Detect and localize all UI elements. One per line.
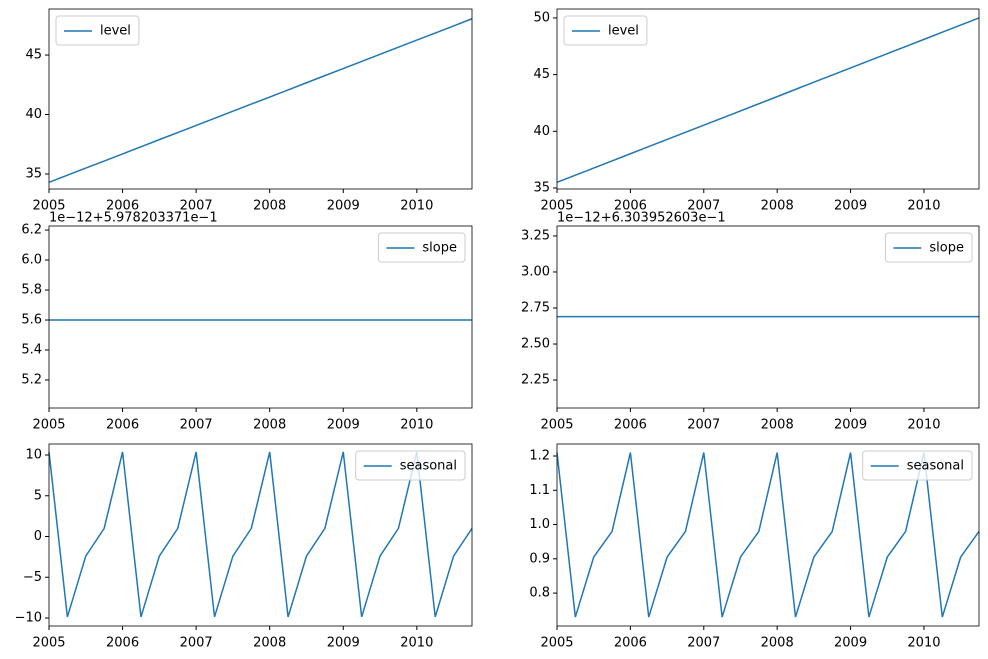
- x-tick-label: 2009: [834, 418, 867, 433]
- x-tick-label: 2010: [400, 418, 433, 433]
- y-tick-label: 40: [25, 107, 42, 122]
- legend-label: slope: [422, 241, 457, 256]
- offset-text: 1e−12+5.978203371e−1: [49, 211, 218, 226]
- y-tick-label: 2.75: [521, 300, 550, 315]
- x-tick-label: 2009: [327, 418, 360, 433]
- y-tick-label: 5: [34, 488, 42, 503]
- legend-box: [563, 15, 648, 46]
- series-line: [48, 451, 473, 618]
- y-tick-label: 5.2: [21, 372, 42, 387]
- axes-frame: [556, 443, 980, 627]
- x-tick-label: 2010: [907, 199, 940, 214]
- x-tick-label: 2009: [834, 636, 867, 651]
- x-tick-label: 2008: [253, 636, 286, 651]
- y-tick-label: 3.00: [521, 264, 550, 279]
- x-tick-label: 2010: [400, 199, 433, 214]
- x-tick-label: 2008: [253, 418, 286, 433]
- x-tick-label: 2007: [687, 199, 720, 214]
- x-tick-label: 2010: [907, 418, 940, 433]
- y-tick-label: −10: [15, 611, 42, 626]
- x-tick-label: 2007: [180, 636, 213, 651]
- y-tick-label: 6.0: [21, 253, 42, 268]
- x-tick-label: 2006: [614, 199, 647, 214]
- series-line: [48, 18, 473, 184]
- y-tick-label: 35: [533, 180, 550, 195]
- y-tick-label: 50: [533, 10, 550, 25]
- y-tick-label: 6.2: [21, 223, 42, 238]
- legend-label: slope: [929, 241, 964, 256]
- legend-box: [862, 450, 973, 481]
- y-tick-label: 2.25: [521, 373, 550, 388]
- y-tick-label: 5.6: [21, 312, 42, 327]
- x-tick-label: 2009: [834, 199, 867, 214]
- x-tick-label: 2007: [687, 418, 720, 433]
- y-tick-label: 35: [25, 167, 42, 182]
- x-tick-label: 2005: [32, 418, 65, 433]
- x-tick-label: 2005: [540, 636, 573, 651]
- y-tick-label: 3.25: [521, 228, 550, 243]
- legend-box: [377, 232, 466, 263]
- y-tick-label: −5: [23, 570, 42, 585]
- x-tick-label: 2006: [106, 636, 139, 651]
- series-line: [556, 17, 980, 184]
- axes-frame: [48, 443, 473, 627]
- x-tick-label: 2005: [540, 199, 573, 214]
- series-line: [556, 452, 980, 618]
- x-tick-label: 2009: [327, 199, 360, 214]
- x-tick-label: 2005: [540, 418, 573, 433]
- x-tick-label: 2008: [761, 636, 794, 651]
- axes-frame: [556, 8, 980, 190]
- x-tick-label: 2005: [32, 636, 65, 651]
- offset-text: 1e−12+6.303952603e−1: [557, 211, 726, 226]
- x-tick-label: 2010: [400, 636, 433, 651]
- y-tick-label: 1.1: [529, 483, 550, 498]
- x-tick-label: 2009: [327, 636, 360, 651]
- x-tick-label: 2006: [106, 418, 139, 433]
- legend-label: level: [100, 24, 131, 39]
- x-tick-label: 2007: [180, 418, 213, 433]
- x-tick-label: 2006: [614, 418, 647, 433]
- y-tick-label: 1.0: [529, 517, 550, 532]
- y-tick-label: 0: [34, 529, 42, 544]
- y-tick-label: 0.9: [529, 551, 550, 566]
- x-tick-label: 2008: [761, 199, 794, 214]
- legend-box: [55, 15, 140, 46]
- x-tick-label: 2005: [32, 199, 65, 214]
- x-tick-label: 2010: [907, 636, 940, 651]
- legend-box: [884, 232, 973, 263]
- x-tick-label: 2006: [614, 636, 647, 651]
- legend-label: seasonal: [907, 459, 964, 474]
- axes-frame: [48, 8, 473, 190]
- x-tick-label: 2007: [180, 199, 213, 214]
- y-tick-label: 45: [25, 48, 42, 63]
- y-tick-label: 45: [533, 67, 550, 82]
- x-tick-label: 2008: [253, 199, 286, 214]
- y-tick-label: 5.4: [21, 342, 42, 357]
- x-tick-label: 2006: [106, 199, 139, 214]
- legend-box: [355, 450, 466, 481]
- axes-frame: [556, 225, 980, 409]
- axes-frame: [48, 225, 473, 409]
- y-tick-label: 5.8: [21, 283, 42, 298]
- legend-label: seasonal: [400, 459, 457, 474]
- y-tick-label: 0.8: [529, 586, 550, 601]
- y-tick-label: 10: [25, 448, 42, 463]
- legend-label: level: [608, 24, 639, 39]
- y-tick-label: 2.50: [521, 337, 550, 352]
- x-tick-label: 2007: [687, 636, 720, 651]
- x-tick-label: 2008: [761, 418, 794, 433]
- y-tick-label: 40: [533, 124, 550, 139]
- y-tick-label: 1.2: [529, 448, 550, 463]
